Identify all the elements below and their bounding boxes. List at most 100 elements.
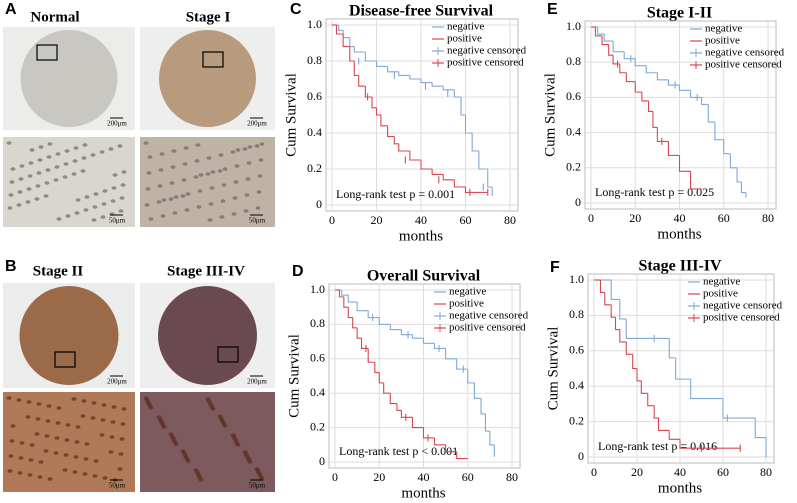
nucleus — [7, 469, 13, 473]
nucleus — [44, 181, 50, 185]
plot-frame — [325, 18, 519, 212]
survival-step — [398, 71, 410, 76]
x-tick-label: 0 — [332, 470, 338, 484]
nucleus — [8, 454, 14, 458]
survival-step — [464, 187, 477, 193]
legend-label: negative — [447, 21, 484, 33]
nucleus — [145, 187, 151, 191]
nucleus — [9, 439, 15, 443]
nucleus — [83, 457, 89, 461]
survival-step — [464, 115, 473, 134]
survival-step — [375, 61, 388, 67]
nucleus — [62, 468, 68, 472]
survival-step — [668, 430, 680, 440]
nucleus — [102, 476, 108, 480]
nucleus — [75, 425, 81, 429]
survival-step — [338, 290, 344, 298]
nucleus — [6, 141, 12, 145]
survival-step — [690, 90, 702, 98]
nucleus — [148, 217, 154, 221]
nucleus — [118, 452, 124, 456]
annotation: Long-rank test p = 0.025 — [595, 185, 714, 199]
nucleus — [55, 152, 61, 156]
survival-step — [342, 30, 350, 39]
nucleus — [148, 406, 154, 410]
nucleus — [254, 144, 260, 148]
nucleus — [101, 202, 107, 206]
zoom-box — [54, 351, 76, 368]
x-tick-label: 20 — [631, 465, 643, 479]
nucleus — [181, 178, 187, 182]
nucleus — [47, 142, 53, 146]
legend-label: positive censored — [449, 322, 526, 334]
x-tick-label: 40 — [674, 465, 686, 479]
nucleus — [144, 203, 150, 207]
nucleus — [45, 419, 51, 423]
legend-label: positive censored — [705, 59, 782, 71]
tissue-core — [158, 286, 257, 385]
nucleus — [246, 161, 252, 165]
nucleus — [71, 172, 77, 176]
nucleus — [109, 435, 115, 439]
image-label: Normal — [30, 9, 79, 25]
nucleus — [168, 197, 174, 201]
nucleus — [7, 206, 13, 210]
image-label: Stage II — [33, 263, 84, 279]
survival-step — [409, 75, 421, 80]
nucleus — [62, 175, 68, 179]
nucleus — [207, 218, 213, 222]
survival-step — [420, 160, 433, 170]
survival-step — [625, 318, 648, 339]
nucleus — [53, 178, 59, 182]
nucleus — [82, 472, 88, 476]
survival-step — [679, 439, 691, 449]
zoom-box — [202, 51, 224, 68]
nucleus — [10, 424, 16, 428]
nucleus — [196, 205, 202, 209]
survival-step — [722, 398, 734, 419]
x-tick-label: 20 — [371, 213, 383, 227]
nucleus — [147, 155, 153, 159]
x-axis-label: months — [401, 485, 445, 501]
nucleus — [46, 155, 52, 159]
y-tick-label: 1.0 — [566, 19, 581, 33]
survival-step — [729, 153, 738, 169]
nucleus — [8, 193, 14, 197]
survival-step — [634, 81, 642, 93]
survival-step — [409, 151, 421, 161]
x-tick-label: 60 — [717, 465, 729, 479]
survival-step — [353, 46, 366, 53]
scale-label: 200μm — [247, 378, 267, 386]
nucleus — [230, 150, 236, 154]
nucleus — [90, 153, 96, 157]
nucleus — [43, 449, 49, 453]
nucleus — [232, 196, 238, 200]
panel-label: F — [550, 259, 560, 276]
nucleus — [36, 402, 42, 406]
zoom-image — [3, 392, 135, 492]
nucleus — [84, 442, 90, 446]
nucleus — [37, 158, 43, 162]
nucleus — [72, 470, 78, 474]
legend-label: positive — [449, 298, 484, 310]
nucleus — [93, 459, 99, 463]
x-tick-label: 40 — [415, 213, 427, 227]
nucleus — [259, 142, 265, 146]
nucleus — [198, 478, 204, 482]
nucleus — [73, 146, 79, 150]
survival-step — [604, 292, 612, 306]
survival-step — [456, 451, 468, 460]
nucleus — [258, 158, 264, 162]
survival-step — [422, 338, 435, 344]
survival-step — [740, 181, 746, 193]
survival-step — [378, 317, 391, 325]
plot-frame — [328, 283, 521, 469]
image-label: Stage III-IV — [167, 263, 245, 279]
survival-step — [378, 372, 384, 384]
nucleus — [101, 403, 107, 407]
nucleus — [173, 442, 179, 446]
nucleus — [118, 209, 124, 213]
nucleus — [25, 200, 31, 204]
nucleus — [172, 211, 178, 215]
nucleus — [112, 173, 118, 177]
